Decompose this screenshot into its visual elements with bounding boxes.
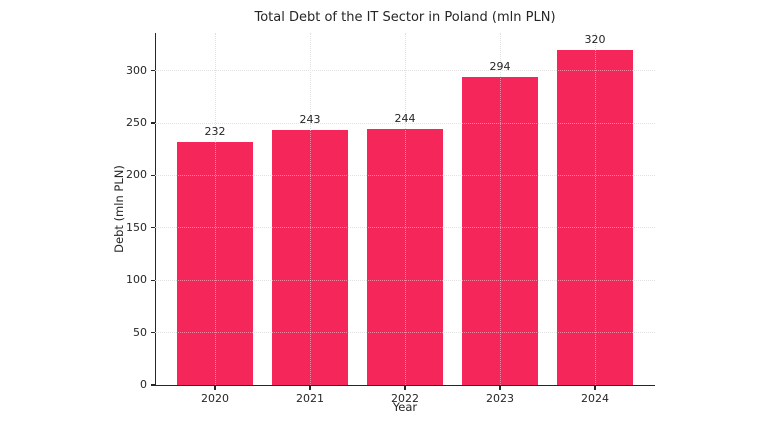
x-tick-mark xyxy=(404,386,406,390)
v-gridline-overlay xyxy=(404,33,406,385)
plot-area xyxy=(155,33,655,386)
y-tick-mark xyxy=(150,227,155,229)
x-tick-label: 2022 xyxy=(391,392,419,405)
y-tick-mark xyxy=(150,174,155,177)
y-tick-label: 300 xyxy=(126,63,147,77)
bar-value-label: 320 xyxy=(584,32,606,46)
bar-2023 xyxy=(462,77,538,385)
x-tick-mark xyxy=(309,386,311,390)
h-gridline-overlay xyxy=(155,279,655,281)
v-gridline-overlay xyxy=(499,33,501,385)
x-tick-label: 2023 xyxy=(486,392,514,405)
y-tick-label: 0 xyxy=(140,378,147,391)
x-tick-label: 2024 xyxy=(581,392,609,405)
v-gridline-overlay xyxy=(214,33,216,385)
y-tick-label: 250 xyxy=(126,116,147,130)
bar-2022 xyxy=(367,129,443,385)
x-tick-mark xyxy=(214,386,216,390)
y-tick-label: 200 xyxy=(126,168,147,182)
h-gridline-overlay xyxy=(155,174,655,176)
y-tick-mark xyxy=(150,332,155,334)
x-tick-mark xyxy=(499,386,501,390)
y-tick-mark xyxy=(150,384,155,386)
x-tick-label: 2020 xyxy=(201,392,229,405)
h-gridline-overlay xyxy=(155,70,655,72)
chart-title: Total Debt of the IT Sector in Poland (m… xyxy=(254,10,556,25)
h-gridline-overlay xyxy=(155,332,655,334)
y-tick-mark xyxy=(150,122,155,124)
h-gridline-overlay xyxy=(155,122,655,124)
y-tick-label: 100 xyxy=(126,273,147,287)
v-gridline-overlay xyxy=(594,33,596,385)
bar-value-label: 243 xyxy=(299,113,321,127)
x-tick-mark xyxy=(594,386,596,390)
y-tick-label: 50 xyxy=(133,325,147,339)
bar-2020 xyxy=(177,141,253,385)
y-tick-mark xyxy=(150,279,155,281)
v-gridline-overlay xyxy=(309,33,311,385)
bar-value-label: 232 xyxy=(204,124,226,138)
y-tick-mark xyxy=(150,70,155,72)
x-axis-label: Year xyxy=(392,400,418,414)
y-tick-label: 150 xyxy=(126,220,147,234)
bar-value-label: 294 xyxy=(489,60,511,73)
bar-2021 xyxy=(272,130,348,385)
bar-2024 xyxy=(557,49,633,385)
bar-value-label: 244 xyxy=(394,112,416,126)
x-tick-label: 2021 xyxy=(296,392,324,405)
h-gridline-overlay xyxy=(155,227,655,229)
